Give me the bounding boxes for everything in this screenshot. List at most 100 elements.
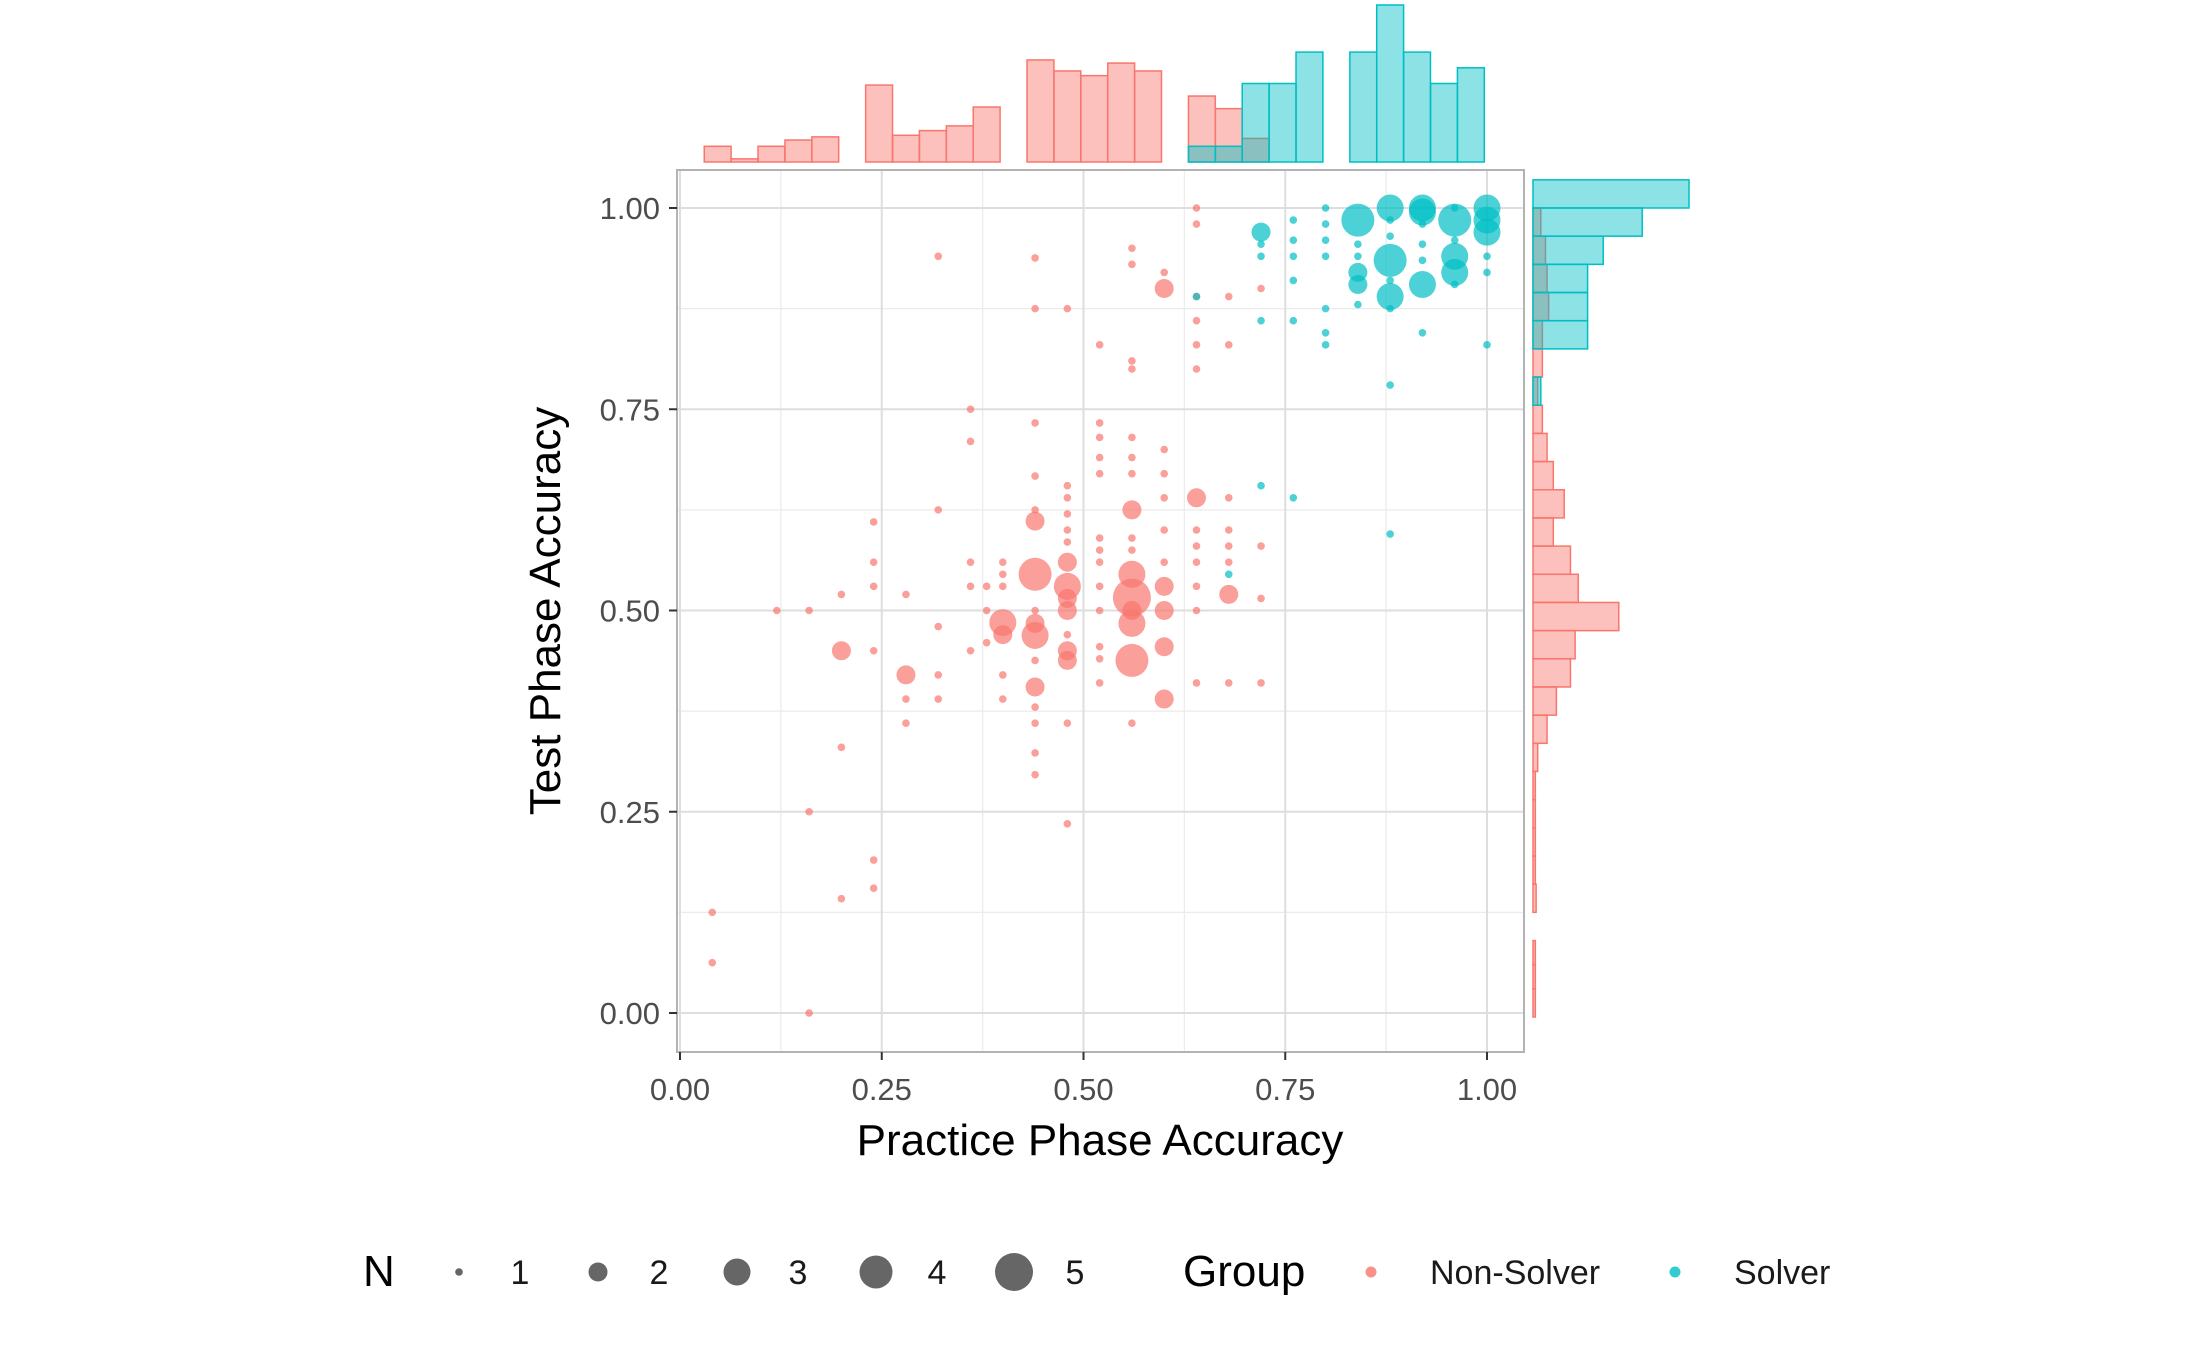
point-non-solver [1154, 689, 1174, 709]
right-hist-bar-non-solver [1532, 489, 1565, 519]
group-legend-key [1365, 1266, 1377, 1278]
size-legend-key [455, 1268, 463, 1276]
group-legend-title: Group [1183, 1247, 1305, 1296]
point-solver [1321, 304, 1330, 313]
right-hist-bar-solver [1532, 263, 1589, 294]
point-non-solver [1031, 656, 1039, 665]
point-non-solver [1160, 469, 1168, 478]
point-non-solver [869, 856, 878, 864]
point-non-solver [1031, 719, 1039, 727]
point-non-solver [1063, 719, 1072, 727]
point-non-solver [869, 884, 878, 893]
top-hist-bar-solver [1429, 82, 1459, 163]
right-hist-bar-solver [1532, 291, 1589, 322]
size-legend-key [995, 1253, 1033, 1291]
y-tick-label: 0.25 [600, 795, 660, 830]
point-non-solver [1031, 506, 1039, 514]
point-non-solver [1063, 304, 1072, 313]
point-solver [1289, 216, 1298, 224]
point-non-solver [1224, 494, 1233, 502]
point-non-solver [999, 671, 1007, 679]
point-solver [1354, 300, 1362, 309]
point-solver [1450, 236, 1459, 244]
right-hist-bar-solver [1532, 376, 1542, 406]
point-non-solver [982, 606, 991, 615]
point-solver [1257, 240, 1265, 249]
point-non-solver [999, 695, 1007, 703]
point-non-solver [1224, 341, 1233, 349]
point-non-solver [966, 437, 975, 446]
top-marginal-histogram [703, 4, 1486, 163]
point-solver [1321, 236, 1330, 244]
x-tick-label: 1.00 [1457, 1072, 1517, 1107]
point-non-solver [1095, 534, 1104, 542]
point-non-solver [966, 582, 975, 591]
top-hist-bar-solver [1402, 51, 1432, 163]
group-legend-key [1669, 1266, 1681, 1278]
point-non-solver [1095, 453, 1104, 462]
point-non-solver [1128, 719, 1136, 727]
y-axis-ticks: 0.00 0.25 0.50 0.75 1.00 [600, 191, 677, 1031]
point-non-solver [999, 570, 1007, 579]
point-non-solver [999, 558, 1007, 566]
point-non-solver [869, 646, 878, 655]
top-hist-bar-non-solver [811, 136, 840, 163]
point-solver [1251, 222, 1271, 242]
point-solver [1438, 203, 1472, 237]
point-non-solver [1192, 341, 1201, 349]
point-non-solver [1095, 546, 1104, 554]
point-solver [1373, 243, 1407, 277]
size-legend-label: 1 [511, 1254, 530, 1292]
top-hist-bar-non-solver [1133, 70, 1163, 163]
right-hist-bar-solver [1532, 207, 1643, 237]
point-non-solver [1192, 606, 1201, 615]
point-non-solver [934, 695, 943, 703]
top-hist-bar-non-solver [757, 145, 786, 163]
point-solver [1450, 204, 1459, 212]
point-non-solver [1095, 655, 1104, 663]
point-non-solver [1063, 510, 1072, 518]
point-non-solver [1095, 469, 1104, 478]
point-non-solver [1118, 560, 1146, 588]
x-tick-label: 0.00 [650, 1072, 710, 1107]
point-non-solver [773, 606, 781, 615]
right-hist-bar-non-solver [1532, 686, 1558, 716]
point-non-solver [1128, 365, 1136, 373]
right-hist-bar-non-solver [1532, 798, 1537, 829]
point-non-solver [708, 908, 717, 917]
point-solver [1386, 381, 1394, 389]
point-solver [1354, 252, 1362, 261]
point-non-solver [934, 622, 943, 631]
point-solver [1257, 316, 1265, 325]
top-hist-bar-solver [1187, 145, 1217, 163]
point-non-solver [869, 582, 878, 591]
point-non-solver [902, 719, 910, 727]
point-solver [1441, 242, 1469, 270]
point-non-solver [837, 894, 846, 903]
top-hist-bar-solver [1456, 67, 1486, 163]
point-non-solver [831, 641, 851, 661]
point-non-solver [1160, 268, 1168, 277]
top-hist-bar-non-solver [864, 84, 894, 163]
right-hist-bar-non-solver [1532, 742, 1539, 773]
point-non-solver [1115, 643, 1149, 677]
point-non-solver [934, 671, 943, 679]
point-non-solver [1224, 292, 1233, 301]
point-non-solver [1257, 594, 1265, 603]
point-non-solver [1063, 630, 1072, 639]
point-non-solver [1063, 820, 1072, 828]
point-non-solver [1025, 613, 1045, 633]
right-hist-bar-non-solver [1532, 545, 1572, 576]
point-non-solver [1057, 641, 1077, 661]
point-non-solver [1095, 642, 1104, 651]
point-non-solver [1224, 558, 1233, 566]
x-axis-ticks: 0.00 0.25 0.50 0.75 1.00 [650, 1052, 1517, 1107]
point-non-solver [837, 590, 846, 599]
right-hist-bar-non-solver [1532, 939, 1537, 966]
top-hist-bar-non-solver [1107, 62, 1136, 163]
point-non-solver [1063, 538, 1072, 546]
top-hist-bar-solver [1214, 145, 1243, 163]
right-hist-bar-non-solver [1532, 855, 1537, 885]
point-non-solver [1053, 572, 1081, 600]
top-hist-bar-non-solver [1026, 59, 1055, 163]
